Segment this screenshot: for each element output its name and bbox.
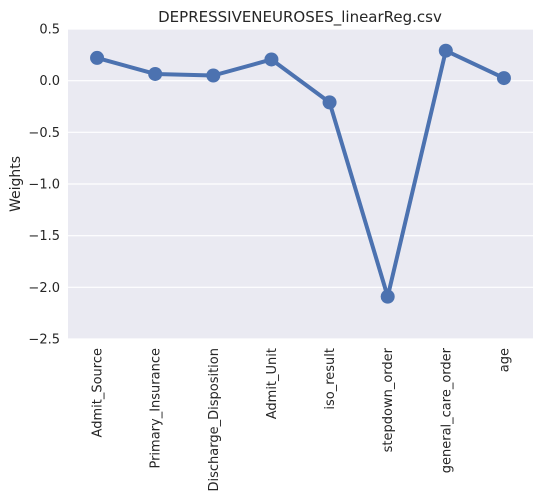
y-tick-labels: 0.5 0.0 −0.5 −1.0 −1.5 −2.0 −2.5: [28, 23, 60, 348]
y-tick-label: −0.5: [28, 126, 60, 141]
y-tick-label: −1.0: [28, 178, 60, 193]
x-tick-label: stepdown_order: [381, 347, 396, 452]
y-tick-label: 0.5: [39, 23, 60, 38]
series-group: [90, 43, 511, 304]
y-tick-label: −2.5: [28, 333, 60, 348]
data-point: [206, 68, 221, 83]
data-point: [148, 66, 163, 81]
x-tick-labels: Admit_Source Primary_Insurance Discharge_D…: [91, 347, 513, 491]
x-tick-label: Primary_Insurance: [149, 348, 164, 469]
x-tick-label: Admit_Unit: [265, 348, 280, 419]
chart-title: DEPRESSIVENEUROSES_linearReg.csv: [158, 8, 442, 27]
data-point: [380, 289, 395, 304]
data-point: [438, 43, 453, 58]
series-line: [95, 48, 506, 299]
y-axis-label: Weights: [8, 156, 24, 212]
data-point: [322, 95, 337, 110]
x-tick-label: age: [497, 348, 512, 372]
y-tick-label: −2.0: [28, 281, 60, 296]
x-tick-label: general_care_order: [439, 347, 454, 473]
y-tick-label: −1.5: [28, 229, 60, 244]
data-point: [264, 52, 279, 67]
x-tick-label: iso_result: [323, 348, 338, 410]
x-tick-label: Discharge_Disposition: [207, 348, 222, 492]
data-point: [496, 71, 511, 86]
x-tick-label: Admit_Source: [91, 348, 106, 437]
y-tick-label: 0.0: [39, 74, 60, 89]
data-point: [90, 50, 105, 65]
